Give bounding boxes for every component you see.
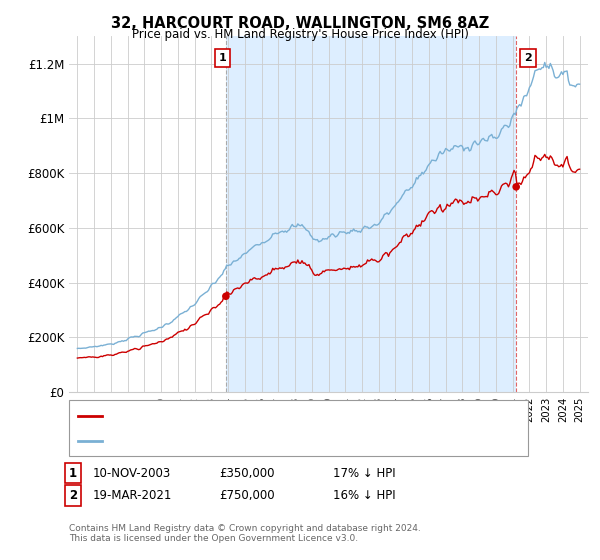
Text: 16% ↓ HPI: 16% ↓ HPI [333, 489, 395, 502]
Text: 2: 2 [524, 53, 532, 63]
Text: 32, HARCOURT ROAD, WALLINGTON, SM6 8AZ (detached house): 32, HARCOURT ROAD, WALLINGTON, SM6 8AZ (… [108, 410, 466, 421]
Text: Price paid vs. HM Land Registry's House Price Index (HPI): Price paid vs. HM Land Registry's House … [131, 28, 469, 41]
Bar [226, 36, 516, 392]
Text: 10-NOV-2003: 10-NOV-2003 [93, 466, 171, 480]
Text: 32, HARCOURT ROAD, WALLINGTON, SM6 8AZ: 32, HARCOURT ROAD, WALLINGTON, SM6 8AZ [111, 16, 489, 31]
Text: £750,000: £750,000 [219, 489, 275, 502]
Text: 17% ↓ HPI: 17% ↓ HPI [333, 466, 395, 480]
Text: 19-MAR-2021: 19-MAR-2021 [93, 489, 172, 502]
Text: Contains HM Land Registry data © Crown copyright and database right 2024.
This d: Contains HM Land Registry data © Crown c… [69, 524, 421, 543]
Text: 1: 1 [69, 466, 77, 480]
Point [221, 292, 230, 301]
Text: 2: 2 [69, 489, 77, 502]
Text: 1: 1 [218, 53, 226, 63]
Text: £350,000: £350,000 [219, 466, 275, 480]
Point [511, 183, 521, 192]
Text: HPI: Average price, detached house, Sutton: HPI: Average price, detached house, Sutt… [108, 436, 351, 446]
